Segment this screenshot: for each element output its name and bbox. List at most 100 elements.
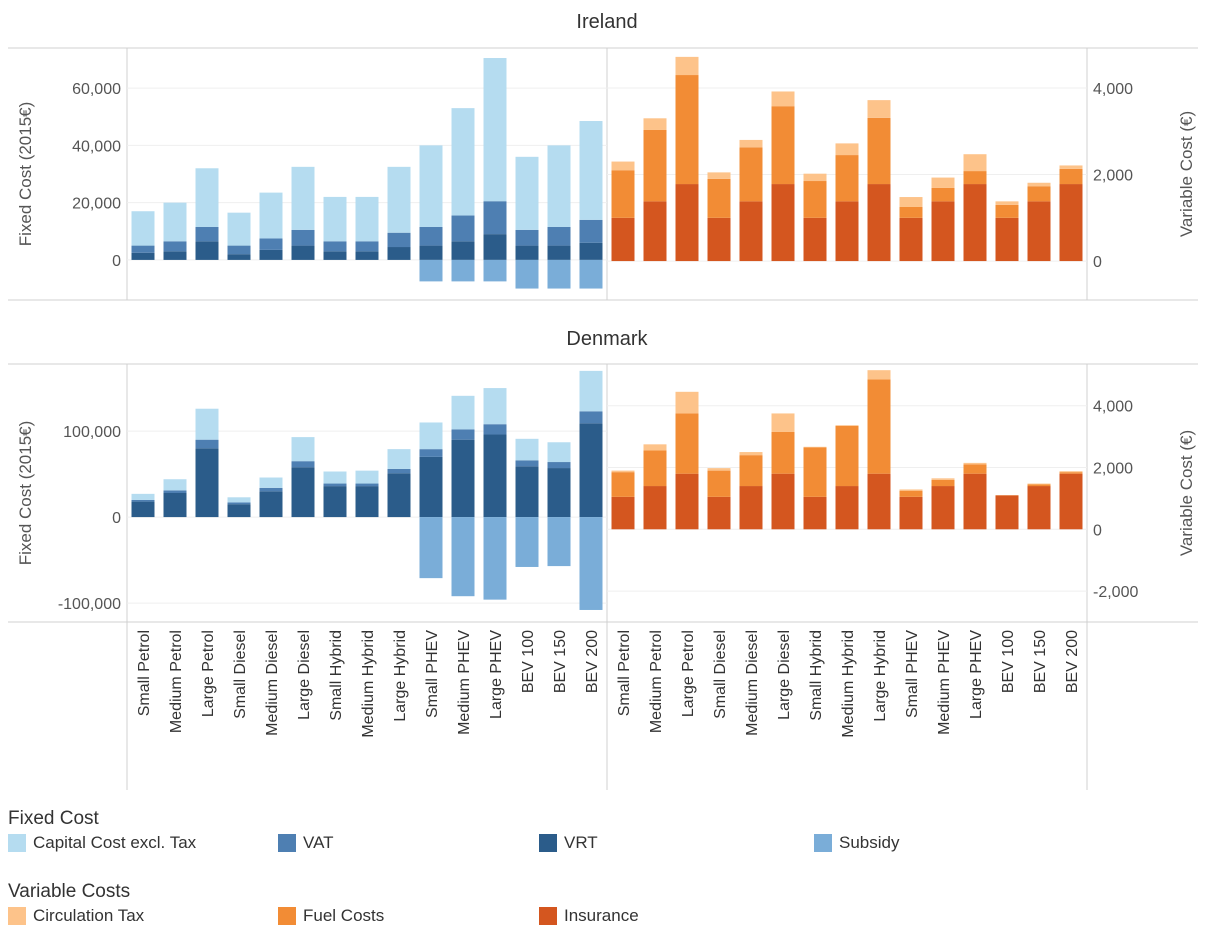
bar-fixed-vat: [196, 440, 219, 449]
bar-fixed-subsidy: [516, 517, 539, 567]
bar-variable-insurance: [676, 474, 699, 530]
legend-swatch-capital-cost: [8, 834, 26, 852]
x-tick-label-bev-200: BEV 200: [1064, 630, 1081, 693]
bar-variable-fuel-costs: [612, 472, 635, 497]
y-axis-title-fixed: Fixed Cost (2015€): [16, 421, 35, 566]
bar-fixed-subsidy: [548, 517, 571, 566]
y-tick-label-fixed: 60,000: [72, 81, 121, 98]
bar-variable-circulation-tax: [708, 468, 731, 470]
bar-fixed-capital-cost-excl-tax: [260, 478, 283, 488]
bar-fixed-vat: [164, 490, 187, 493]
bar-variable-circulation-tax: [964, 463, 987, 465]
y-tick-label-fixed: 20,000: [72, 196, 121, 213]
x-tick-label-medium-hybrid: Medium Hybrid: [840, 630, 857, 738]
bar-fixed-subsidy: [420, 517, 443, 578]
bar-fixed-capital-cost-excl-tax: [196, 168, 219, 227]
bar-variable-insurance: [964, 474, 987, 530]
bar-fixed-subsidy: [452, 260, 475, 281]
legend-fixed-cost: Fixed Cost Capital Cost excl. Tax VAT VR…: [8, 808, 1198, 857]
x-tick-label-small-hybrid: Small Hybrid: [328, 630, 345, 721]
x-tick-label-bev-100: BEV 100: [1000, 630, 1017, 693]
legend-item-vat[interactable]: VAT: [278, 833, 334, 853]
bar-fixed-subsidy: [452, 517, 475, 596]
bar-fixed-vat: [580, 220, 603, 243]
bar-fixed-vrt: [516, 246, 539, 260]
bar-fixed-vat: [260, 488, 283, 491]
legend-label-subsidy: Subsidy: [839, 833, 899, 853]
x-tick-label-small-diesel: Small Diesel: [232, 630, 249, 719]
legend-item-circulation-tax[interactable]: Circulation Tax: [8, 906, 144, 926]
bar-variable-fuel-costs: [900, 207, 923, 218]
bar-fixed-vrt: [420, 457, 443, 517]
y-axis-title-fixed: Fixed Cost (2015€): [16, 102, 35, 247]
bar-fixed-vrt: [292, 467, 315, 517]
bar-fixed-vrt: [260, 250, 283, 260]
legend-item-subsidy[interactable]: Subsidy: [814, 833, 899, 853]
bar-variable-circulation-tax: [932, 478, 955, 480]
bar-variable-insurance: [644, 201, 667, 261]
x-tick-label-small-phev: Small PHEV: [424, 630, 441, 718]
bar-variable-circulation-tax: [772, 91, 795, 106]
bar-variable-insurance: [612, 218, 635, 261]
legend-swatch-subsidy: [814, 834, 832, 852]
bar-fixed-vrt: [132, 253, 155, 260]
legend-swatch-circulation-tax: [8, 907, 26, 925]
bar-fixed-capital-cost-excl-tax: [420, 422, 443, 449]
bar-variable-insurance: [868, 184, 891, 261]
x-tick-label-bev-200: BEV 200: [584, 630, 601, 693]
bar-variable-fuel-costs: [708, 179, 731, 218]
bar-variable-fuel-costs: [644, 130, 667, 201]
bar-variable-circulation-tax: [868, 370, 891, 379]
bar-fixed-vat: [580, 411, 603, 423]
x-tick-label-small-phev: Small PHEV: [904, 630, 921, 718]
bar-fixed-capital-cost-excl-tax: [228, 213, 251, 246]
legend-swatch-vat: [278, 834, 296, 852]
bar-variable-fuel-costs: [836, 155, 859, 201]
bar-variable-circulation-tax: [900, 197, 923, 207]
bar-fixed-subsidy: [516, 260, 539, 289]
x-tick-label-small-hybrid: Small Hybrid: [808, 630, 825, 721]
bar-variable-insurance: [676, 184, 699, 261]
bar-fixed-vat: [324, 484, 347, 487]
legend-item-vrt[interactable]: VRT: [539, 833, 598, 853]
bar-variable-fuel-costs: [836, 426, 859, 486]
bar-fixed-subsidy: [548, 260, 571, 289]
bar-fixed-vat: [356, 241, 379, 251]
bar-variable-fuel-costs: [1028, 186, 1051, 201]
legend-item-capital-cost[interactable]: Capital Cost excl. Tax: [8, 833, 196, 853]
legend-variable-title: Variable Costs: [8, 881, 1198, 903]
bar-variable-insurance: [708, 497, 731, 529]
bar-fixed-capital-cost-excl-tax: [420, 145, 443, 227]
chart-canvas: Ireland020,00040,00060,00002,0004,000Fix…: [0, 0, 1205, 800]
bar-fixed-vat: [228, 246, 251, 255]
bar-variable-fuel-costs: [996, 205, 1019, 218]
bar-fixed-subsidy: [484, 517, 507, 600]
legend-item-insurance[interactable]: Insurance: [539, 906, 639, 926]
bar-fixed-vrt: [164, 493, 187, 517]
bar-fixed-capital-cost-excl-tax: [548, 442, 571, 462]
bar-fixed-vat: [132, 500, 155, 502]
x-tick-label-bev-150: BEV 150: [552, 630, 569, 693]
bar-fixed-capital-cost-excl-tax: [580, 121, 603, 220]
legend-swatch-vrt: [539, 834, 557, 852]
legend-label-vrt: VRT: [564, 833, 598, 853]
y-tick-label-fixed: 0: [112, 253, 121, 270]
bar-variable-fuel-costs: [868, 118, 891, 184]
bar-variable-fuel-costs: [804, 181, 827, 218]
x-tick-label-medium-phev: Medium PHEV: [456, 630, 473, 735]
bar-fixed-vrt: [580, 423, 603, 517]
bar-fixed-vrt: [228, 254, 251, 260]
bar-variable-circulation-tax: [708, 172, 731, 178]
bar-variable-circulation-tax: [612, 471, 635, 473]
bar-fixed-capital-cost-excl-tax: [260, 193, 283, 239]
x-tick-label-large-diesel: Large Diesel: [296, 630, 313, 720]
bar-fixed-vat: [132, 246, 155, 253]
legend-item-fuel-costs[interactable]: Fuel Costs: [278, 906, 384, 926]
panel-title-ireland: Ireland: [576, 11, 637, 33]
bar-variable-insurance: [900, 218, 923, 261]
bar-variable-insurance: [836, 486, 859, 529]
bar-variable-fuel-costs: [964, 171, 987, 184]
y-tick-label-fixed: -100,000: [58, 596, 121, 613]
bar-variable-fuel-costs: [676, 413, 699, 473]
bar-fixed-capital-cost-excl-tax: [164, 203, 187, 242]
